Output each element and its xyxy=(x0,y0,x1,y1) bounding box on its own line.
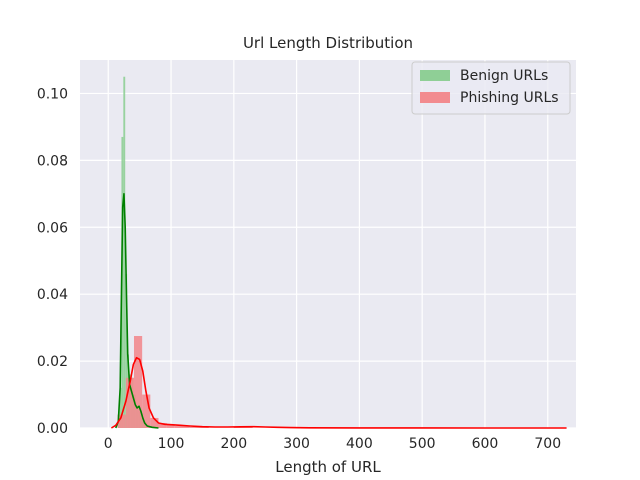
histogram-bar-benign xyxy=(123,76,126,429)
x-tick-label: 700 xyxy=(534,436,561,452)
x-tick-label: 600 xyxy=(472,436,499,452)
x-axis-label: Length of URL xyxy=(275,458,381,476)
y-tick-label: 0.10 xyxy=(37,86,68,102)
legend-label-benign: Benign URLs xyxy=(460,68,548,84)
x-tick-label: 300 xyxy=(283,436,310,452)
histogram-bar-phishing xyxy=(150,417,159,428)
y-axis: 0.00 0.02 0.04 0.06 0.08 0.10 xyxy=(37,86,68,437)
y-tick-label: 0.08 xyxy=(37,153,68,169)
x-tick-label: 200 xyxy=(220,436,247,452)
histogram-bar-phishing xyxy=(125,377,134,428)
legend-label-phishing: Phishing URLs xyxy=(460,90,559,106)
x-tick-label: 0 xyxy=(104,436,113,452)
x-tick-label: 500 xyxy=(409,436,436,452)
x-tick-label: 100 xyxy=(158,436,185,452)
legend-box xyxy=(411,61,571,115)
y-tick-label: 0.02 xyxy=(37,354,68,370)
histogram-bar-benign xyxy=(125,274,128,428)
x-axis: 0 100 200 300 400 500 600 700 xyxy=(104,436,561,452)
legend: Benign URLs Phishing URLs xyxy=(411,61,571,115)
histogram-bar-phishing xyxy=(233,427,253,428)
histogram-bar-phishing xyxy=(166,424,175,428)
chart-title: Url Length Distribution xyxy=(243,34,413,52)
kde-line-benign xyxy=(115,193,159,429)
histogram-bar-phishing xyxy=(158,422,167,428)
plot-area xyxy=(80,60,576,428)
kde-line-phishing xyxy=(110,356,567,429)
y-tick-label: 0.04 xyxy=(37,287,68,303)
x-tick-label: 400 xyxy=(346,436,373,452)
y-tick-label: 0.06 xyxy=(37,220,68,236)
y-tick-label: 0.00 xyxy=(37,421,68,437)
kde-curves xyxy=(110,193,567,429)
legend-swatch-benign xyxy=(420,70,450,81)
histogram-bar-phishing xyxy=(142,394,151,428)
histogram-bar-phishing xyxy=(174,425,190,428)
histogram-bar-phishing xyxy=(189,426,209,428)
legend-swatch-phishing xyxy=(420,92,450,103)
histogram-bar-phishing xyxy=(117,414,126,428)
histogram-bar-phishing xyxy=(133,336,143,428)
histogram-bar-benign xyxy=(119,387,122,428)
